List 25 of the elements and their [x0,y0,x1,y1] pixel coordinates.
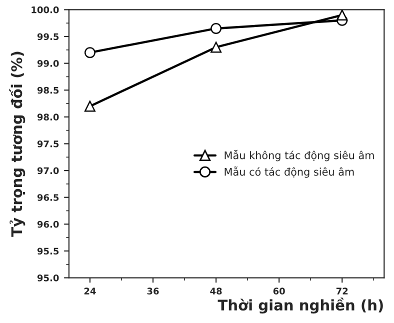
y-tick-label: 98.0 [37,114,59,120]
x-tick-label: 24 [84,288,96,294]
x-tick-label: 60 [273,288,285,294]
legend-label: Mẫu có tác động siêu âm [224,166,354,178]
x-tick-label: 36 [147,288,159,294]
y-tick-label: 99.0 [37,60,59,67]
x-tick-label: 72 [336,288,348,294]
legend-label: Mẫu không tác động siêu âm [224,150,374,162]
point [210,42,222,53]
y-tick-label: 98.5 [37,86,59,94]
x-axis-title: Thời gian nghiền (h) [218,298,383,314]
y-tick-label: 97.0 [37,167,59,174]
y-tick-label: 99.5 [37,33,59,40]
point [84,100,96,112]
x-tick-label: 48 [210,288,222,294]
y-tick-label: 100.0 [32,6,59,14]
point [84,47,96,58]
point [210,22,222,34]
y-tick-label: 95.5 [37,248,59,255]
y-tick-label: 96.5 [37,194,59,201]
y-tick-label: 95.0 [37,274,59,282]
point [336,10,348,21]
y-tick-label: 97.5 [37,140,59,148]
y-tick-label: 96.0 [37,220,59,228]
y-axis-title: Tỷ trọng tương đối (%) [9,52,26,237]
